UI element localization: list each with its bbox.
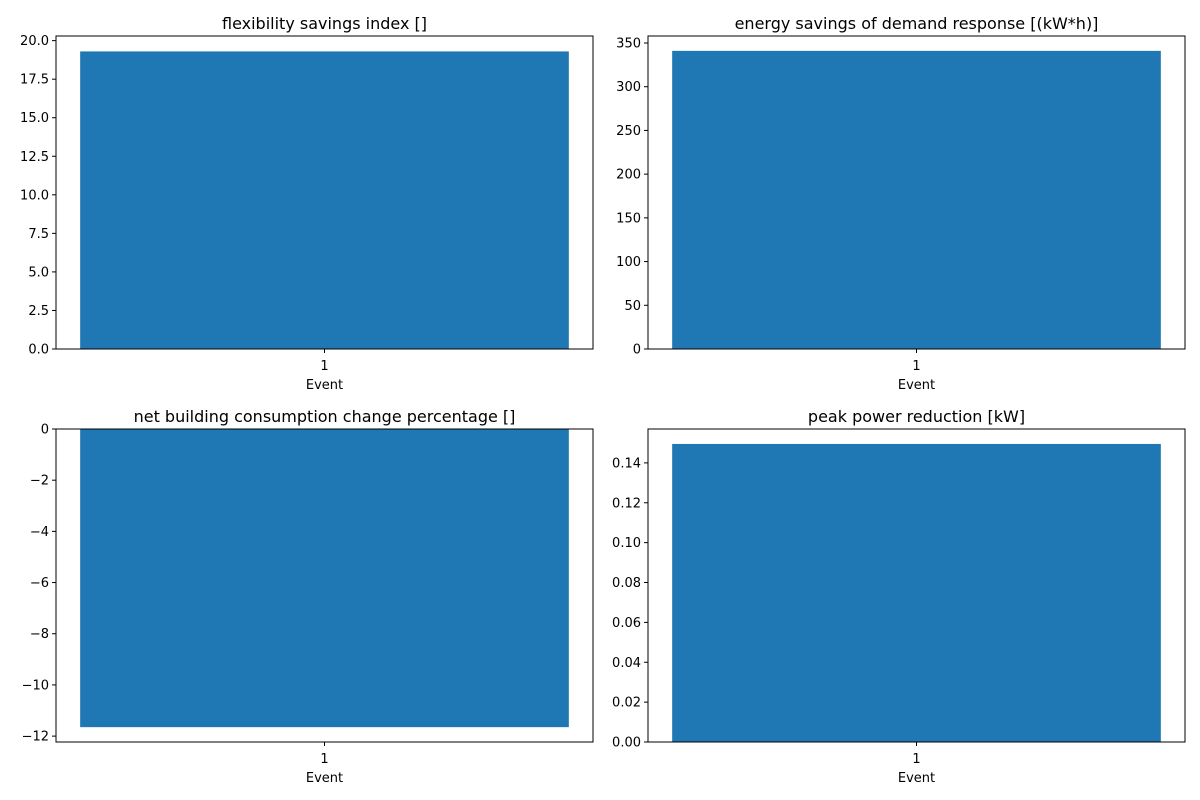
- y-tick-label: 350: [616, 36, 641, 51]
- y-tick-label: 7.5: [28, 227, 49, 242]
- x-tick-label: 1: [912, 359, 920, 374]
- y-tick-label: 2.5: [28, 304, 49, 319]
- y-tick-label: 0: [633, 343, 641, 358]
- axes-frame: [647, 428, 1186, 743]
- x-axis-label: Event: [306, 771, 343, 786]
- bar: [672, 50, 1161, 349]
- y-tick-label: 12.5: [20, 150, 49, 165]
- x-tick-label: 1: [912, 752, 920, 767]
- y-tick-label: 0.0: [28, 343, 49, 358]
- y-tick-label: −12: [22, 730, 49, 745]
- y-tick-label: 0.00: [612, 736, 641, 751]
- chart-title: net building consumption change percenta…: [134, 407, 516, 426]
- axes-frame: [647, 35, 1186, 350]
- y-tick-label: 17.5: [20, 73, 49, 88]
- x-axis-label: Event: [898, 771, 935, 786]
- y-tick-label: 300: [616, 80, 641, 95]
- y-tick-label: 150: [616, 211, 641, 226]
- y-tick-label: 100: [616, 255, 641, 270]
- y-tick-label: 0.04: [612, 656, 641, 671]
- chart-title: peak power reduction [kW]: [808, 407, 1025, 426]
- subplot-2: energy savings of demand response [(kW*h…: [616, 14, 1186, 393]
- y-tick-label: −6: [30, 576, 49, 591]
- y-tick-label: 50: [624, 299, 641, 314]
- y-tick-label: 0.10: [612, 536, 641, 551]
- bar: [80, 51, 569, 349]
- y-tick-label: 0.12: [612, 496, 641, 511]
- y-tick-label: 15.0: [20, 111, 49, 126]
- subplot-1: flexibility savings index []10.02.55.07.…: [20, 14, 594, 393]
- subplot-4: peak power reduction [kW] 1 0.00 0.02 0.04 0.…: [612, 407, 1186, 786]
- y-tick-label: 0.02: [612, 696, 641, 711]
- y-tick-label: 20.0: [20, 34, 49, 49]
- bar: [80, 429, 569, 728]
- axes-frame: [55, 35, 594, 350]
- y-tick-label: −4: [30, 525, 49, 540]
- axes-frame: [55, 428, 594, 743]
- chart-title: energy savings of demand response [(kW*h…: [735, 14, 1099, 33]
- y-tick-label: 200: [616, 168, 641, 183]
- y-tick-label: −2: [30, 474, 49, 489]
- y-tick-label: 0.06: [612, 616, 641, 631]
- y-tick-label: −8: [30, 627, 49, 642]
- x-axis-label: Event: [898, 378, 935, 393]
- chart-title: flexibility savings index []: [222, 14, 427, 33]
- y-tick-label: 5.0: [28, 265, 49, 280]
- y-tick-label: 0: [41, 423, 49, 438]
- x-tick-label: 1: [320, 359, 328, 374]
- bar: [672, 443, 1161, 742]
- subplot-3: net building consumption change percenta…: [22, 407, 594, 786]
- y-tick-label: 10.0: [20, 188, 49, 203]
- y-tick-label: 0.14: [612, 456, 641, 471]
- y-tick-label: −10: [22, 678, 49, 693]
- y-tick-label: 250: [616, 124, 641, 139]
- y-tick-label: 0.08: [612, 576, 641, 591]
- x-axis-label: Event: [306, 378, 343, 393]
- x-tick-label: 1: [320, 752, 328, 767]
